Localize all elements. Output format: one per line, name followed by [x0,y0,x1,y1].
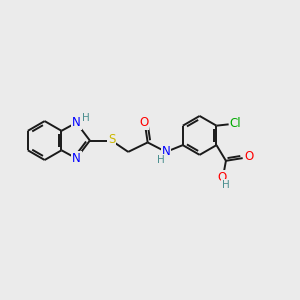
Text: O: O [218,171,227,184]
Text: H: H [222,180,230,190]
Text: N: N [72,116,81,129]
Text: Cl: Cl [230,117,241,130]
Text: H: H [157,155,165,165]
Text: H: H [82,112,90,122]
Text: N: N [162,146,170,158]
Text: O: O [244,150,253,163]
Text: N: N [72,152,81,165]
Text: O: O [139,116,148,130]
Text: S: S [108,133,115,146]
